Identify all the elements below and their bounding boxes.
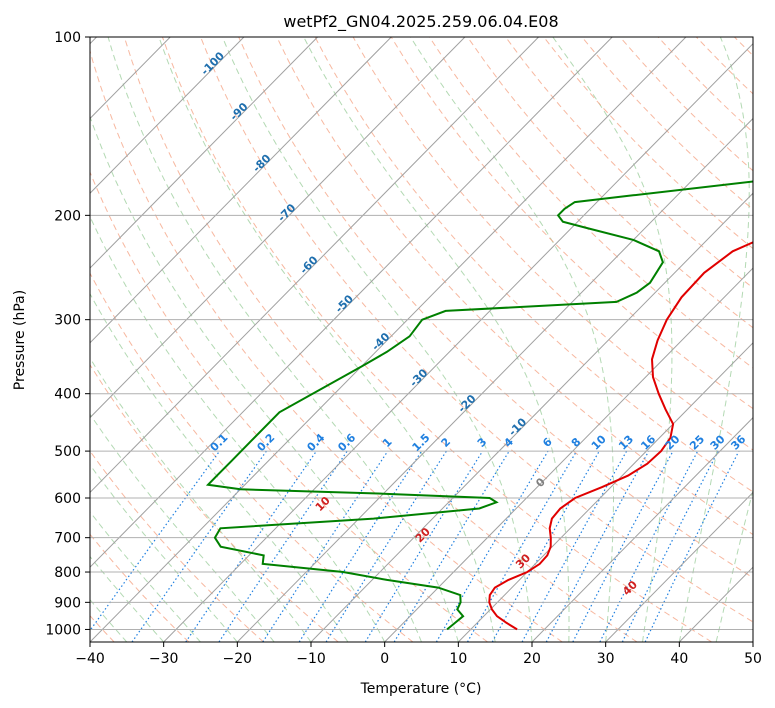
moist-adiabat-line	[303, 37, 570, 642]
mixing-ratio-line	[545, 450, 650, 642]
y-axis-label: Pressure (hPa)	[12, 290, 28, 390]
dry-adiabat-line	[238, 37, 753, 579]
moist-adiabat-line	[678, 37, 750, 642]
moist-adiabat-line	[90, 215, 386, 642]
dry-adiabat-line	[467, 37, 753, 329]
y-tick-label: 600	[54, 491, 81, 507]
moist-adiabat-line	[90, 464, 238, 642]
moist-adiabat-line	[715, 488, 753, 642]
moist-adiabat-line	[410, 37, 614, 642]
dry-adiabat-line	[90, 49, 563, 642]
moist-adiabat-line	[552, 37, 673, 642]
isotherm-line	[531, 416, 753, 642]
y-axis: 100 200 300 400 500 600 700 800 900 1000	[45, 30, 90, 638]
mixing-ratio-line	[90, 450, 221, 632]
mixing-ratio-line	[364, 450, 484, 642]
dry-adiabat-line	[390, 37, 753, 410]
y-tick-label: 700	[54, 531, 81, 547]
isotherm-line	[90, 37, 687, 642]
y-tick-label: 500	[54, 444, 81, 460]
dewpoint-line	[205, 180, 753, 631]
x-axis-label: Temperature (°C)	[360, 681, 482, 697]
y-tick-label: 200	[54, 208, 81, 224]
dry-adiabat-line	[161, 37, 712, 642]
chart-title: wetPf2_GN04.2025.259.06.04.E08	[283, 12, 558, 32]
dry-adiabat-line	[90, 170, 488, 642]
x-tick-label: 20	[523, 651, 541, 667]
moist-adiabat-line	[158, 37, 496, 642]
dry-adiabat-line	[352, 37, 753, 451]
x-tick-label: 10	[449, 651, 467, 667]
moist-adiabat-line	[90, 292, 349, 642]
dry-adiabats	[90, 37, 753, 642]
dry-adiabat-line	[123, 37, 638, 642]
y-tick-label: 300	[54, 313, 81, 329]
x-tick-label: 30	[597, 651, 615, 667]
isotherm-line	[90, 37, 392, 344]
profiles	[205, 180, 753, 631]
mixing-ratio-line	[621, 450, 719, 642]
dry-adiabat-line	[90, 363, 339, 642]
y-tick-label: 400	[54, 387, 81, 403]
y-tick-label: 900	[54, 595, 81, 611]
y-tick-label: 800	[54, 565, 81, 581]
mixing-ratio-line	[393, 450, 510, 642]
x-tick-label: −40	[75, 651, 105, 667]
isotherm-line	[384, 267, 753, 642]
isotherm-line	[236, 117, 753, 642]
x-axis: −40 −30 −20 −10 0 10 20 30 40 50	[75, 642, 762, 667]
temperature-line	[488, 241, 753, 631]
dry-adiabat-line	[276, 37, 753, 536]
x-tick-label: −10	[296, 651, 326, 667]
mixing-ratio-line	[325, 450, 447, 642]
dry-adiabat-line	[314, 37, 753, 493]
isotherm-line	[90, 37, 318, 269]
dry-adiabat-line	[200, 37, 753, 623]
plot-frame	[89, 36, 754, 643]
x-tick-label: −30	[149, 651, 179, 667]
moist-adiabat-line	[90, 115, 422, 642]
mixing-ratio-line	[218, 450, 348, 642]
x-tick-label: 50	[744, 651, 762, 667]
mixing-ratio-line	[298, 450, 423, 642]
dry-adiabat-line	[90, 450, 264, 642]
x-tick-label: 0	[380, 651, 389, 667]
isotherm-line	[310, 192, 753, 642]
isotherm-line	[90, 37, 613, 568]
y-tick-label: 1000	[45, 622, 81, 638]
x-tick-label: 40	[670, 651, 688, 667]
mixing-ratio-line	[262, 450, 389, 642]
moist-adiabat-line	[90, 413, 275, 642]
plot-area: -100-90-80-70-60-50-40-30-20-10010203040…	[90, 37, 753, 642]
y-tick-label: 100	[54, 30, 81, 46]
mixing-ratio-lines	[90, 450, 740, 642]
mixing-ratio-line	[185, 450, 317, 642]
isotherm-line	[605, 491, 753, 642]
isotherm-line	[90, 37, 466, 419]
isotherm-line	[457, 342, 753, 642]
mixing-ratio-line	[599, 450, 699, 642]
dry-adiabat-line	[428, 37, 753, 369]
isotherm-line	[90, 37, 539, 494]
mixing-ratio-line	[521, 450, 628, 642]
isotherm-line	[163, 42, 753, 642]
isotherm-line	[90, 37, 245, 194]
isotherms	[90, 37, 753, 642]
x-tick-label: −20	[223, 651, 253, 667]
mixing-ratio-line	[644, 450, 740, 642]
